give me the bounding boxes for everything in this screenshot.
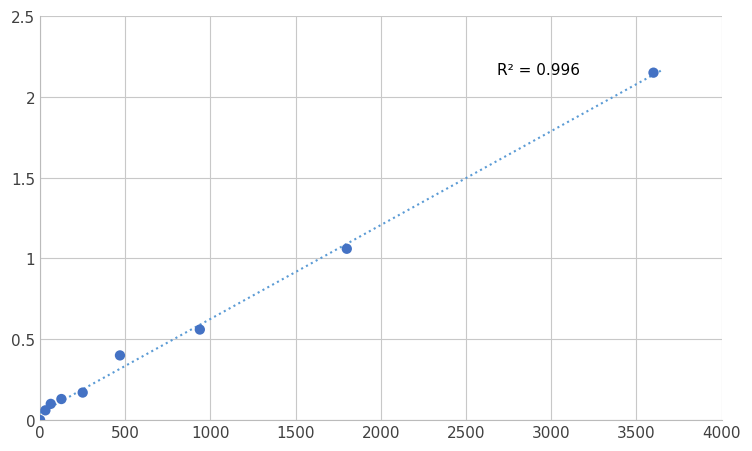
Point [56,396,68,403]
Text: R² = 0.996: R² = 0.996 [497,63,580,78]
Point [194,326,206,333]
Point [34,416,46,423]
Point [647,70,660,77]
Point [39,407,51,414]
Point [114,352,126,359]
Point [341,246,353,253]
Point [44,400,56,408]
Point [77,389,89,396]
